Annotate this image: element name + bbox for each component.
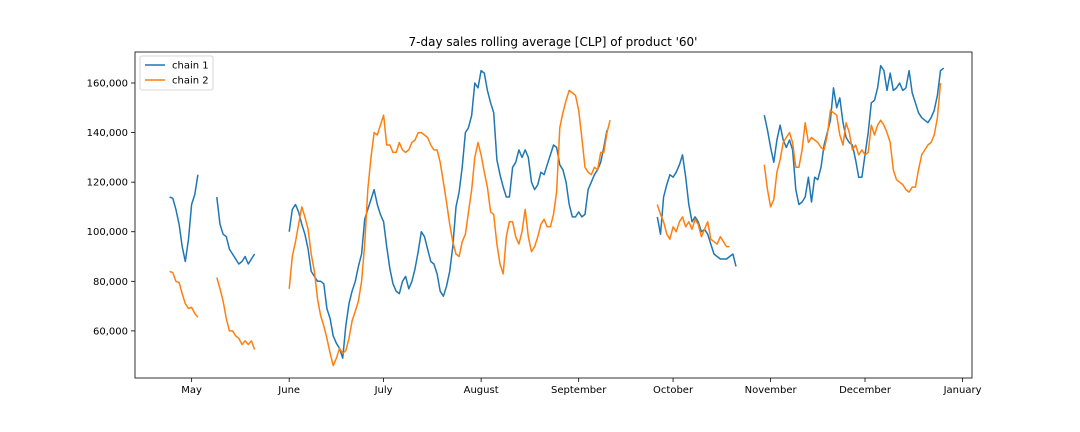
- series-line-chain-1: [216, 196, 256, 265]
- series-line-chain-1: [288, 69, 608, 359]
- y-axis: 60,000 80,000 100,000 120,000 140,000 160,000: [87, 78, 135, 337]
- series-line-chain-2: [216, 277, 256, 350]
- legend-label-chain-1: chain 1: [172, 61, 209, 72]
- series-line-chain-2: [288, 89, 611, 367]
- series-line-chain-1: [763, 64, 945, 206]
- y-tick-label: 160,000: [87, 78, 128, 89]
- x-tick-label: August: [464, 385, 499, 396]
- plot-lines: [169, 64, 945, 367]
- y-tick-label: 60,000: [93, 326, 128, 337]
- x-axis: May June July August September October Novembe…: [181, 378, 982, 396]
- y-tick-label: 80,000: [93, 277, 128, 288]
- chart-title: 7-day sales rolling average [CLP] of pro…: [409, 35, 698, 49]
- x-tick-label: December: [839, 385, 892, 396]
- x-tick-label: June: [277, 385, 300, 396]
- series-line-chain-2: [656, 204, 730, 248]
- y-tick-label: 140,000: [87, 128, 128, 139]
- series-line-chain-1: [169, 174, 199, 263]
- y-tick-label: 120,000: [87, 178, 128, 189]
- series-line-chain-1: [656, 154, 737, 267]
- legend-label-chain-2: chain 2: [172, 76, 209, 87]
- x-tick-label: May: [181, 385, 202, 396]
- plot-frame: [134, 51, 973, 379]
- x-tick-label: October: [653, 385, 694, 396]
- y-tick-label: 100,000: [87, 227, 128, 238]
- x-tick-label: July: [374, 385, 393, 396]
- legend: chain 1 chain 2: [139, 55, 214, 91]
- series-line-chain-2: [763, 82, 942, 208]
- x-tick-label: September: [551, 385, 607, 396]
- series-line-chain-2: [169, 270, 199, 318]
- x-tick-label: November: [745, 385, 798, 396]
- x-tick-label: January: [943, 385, 982, 396]
